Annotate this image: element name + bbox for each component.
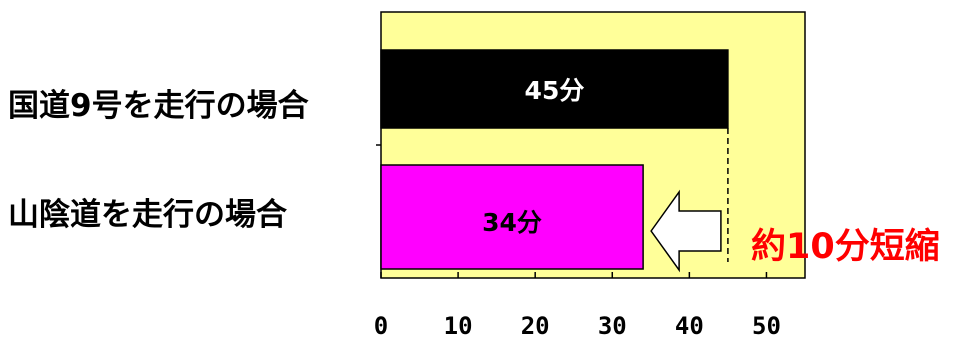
bar-1 [380,49,729,129]
x-tick-label: 30 [598,312,627,338]
x-tick-label: 20 [521,312,550,338]
bar-2-value-label: 34分 [482,208,542,237]
reduction-annotation: 約10分短縮 [751,227,940,267]
x-tick-label: 0 [374,312,388,338]
bars: 45分 34分 [380,49,729,270]
x-axis-ticks [376,144,768,278]
category-label-1: 国道9号を走行の場合 [8,88,309,124]
x-tick-label: 50 [752,312,781,338]
bar-2 [380,164,644,270]
bar-1-value-label: 45分 [525,76,585,105]
x-tick-label: 40 [675,312,704,338]
x-axis-tick-labels: 0 10 20 30 40 50 [374,312,781,338]
x-tick-label: 10 [444,312,473,338]
left-arrow-icon [650,189,722,273]
category-label-2: 山陰道を走行の場合 [8,197,287,233]
